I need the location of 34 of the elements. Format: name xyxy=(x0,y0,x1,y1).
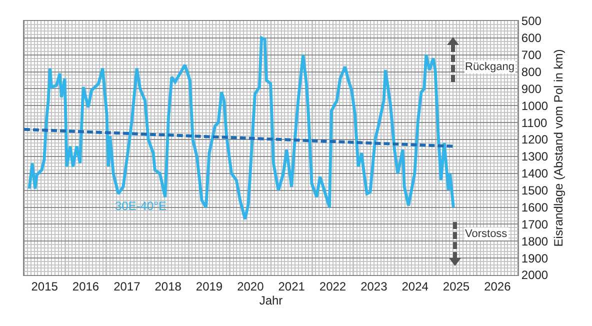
y-tick-label: 600 xyxy=(521,31,542,46)
x-tick-label: 2018 xyxy=(154,279,182,294)
x-tick-label: 2015 xyxy=(31,279,58,294)
x-tick-label: 2021 xyxy=(278,279,306,294)
y-tick-label: 500 xyxy=(521,14,542,28)
y-tick-label: 1800 xyxy=(521,234,548,248)
x-tick-label: 2026 xyxy=(484,279,512,294)
x-tick-label: 2022 xyxy=(319,279,346,294)
y-tick-label: 1100 xyxy=(521,116,548,130)
x-tick-label: 2023 xyxy=(360,279,388,294)
y-tick-label: 1400 xyxy=(521,166,548,181)
y-tick-label: 1600 xyxy=(521,200,548,214)
y-tick-label: 700 xyxy=(521,48,542,62)
y-tick-label: 1900 xyxy=(521,251,548,266)
x-tick-label: 2024 xyxy=(402,279,429,294)
annotation: Vorstoss xyxy=(465,228,508,240)
x-tick-label: 2019 xyxy=(196,279,223,294)
x-tick-label: 2025 xyxy=(442,279,470,294)
y-tick-label: 2000 xyxy=(521,268,548,282)
y-tick-label: 800 xyxy=(521,65,542,79)
annotation: Rückgang xyxy=(465,61,515,73)
x-axis-title: Jahr xyxy=(259,293,283,308)
x-tick-label: 2020 xyxy=(237,279,264,294)
x-tick-label: 2016 xyxy=(72,279,100,294)
x-tick-label: 2017 xyxy=(114,279,141,294)
line-series xyxy=(28,36,455,221)
y-tick-label: 1200 xyxy=(521,132,548,147)
y-tick-label: 1000 xyxy=(521,98,548,113)
y-tick-label: 1500 xyxy=(521,184,548,198)
y-tick-label: 1300 xyxy=(521,150,548,164)
y-tick-label: 900 xyxy=(521,82,542,96)
y-tick-label: 1700 xyxy=(521,217,548,232)
series-label: 30E-40°E xyxy=(115,199,166,213)
y-axis-title: Eisrandlage (Abstand vom Pol in km) xyxy=(551,49,566,247)
